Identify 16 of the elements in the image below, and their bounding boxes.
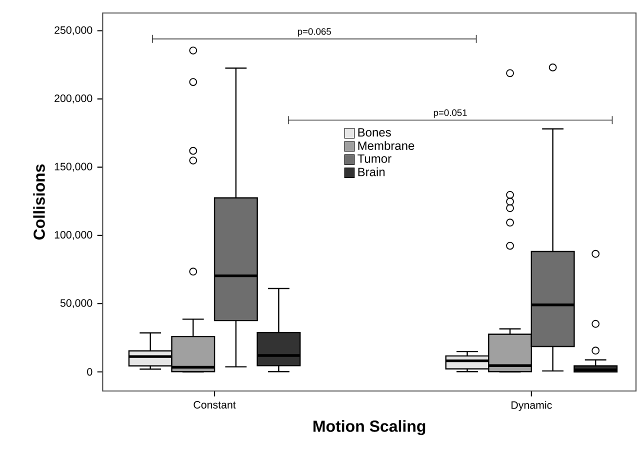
- x-tick-label: Dynamic: [512, 401, 552, 411]
- y-axis-title: Collisions: [33, 164, 45, 240]
- y-tick-label: 150,000: [54, 162, 92, 172]
- legend-label: Membrane: [358, 141, 414, 150]
- y-tick-label: 250,000: [54, 26, 92, 36]
- y-tick-label: 0: [87, 368, 92, 376]
- legend-label: Brain: [358, 167, 385, 176]
- legend-label: Tumor: [358, 154, 392, 163]
- legend-label: Bones: [358, 128, 391, 137]
- y-tick-label: 50,000: [60, 299, 92, 308]
- annotation: p=0.051: [434, 109, 467, 118]
- y-tick-label: 200,000: [54, 94, 92, 104]
- x-tick-label: Constant: [194, 401, 236, 409]
- annotation: p=0.065: [298, 28, 331, 37]
- y-tick-label: 100,000: [54, 231, 92, 240]
- x-axis-title: Motion Scaling: [314, 420, 426, 436]
